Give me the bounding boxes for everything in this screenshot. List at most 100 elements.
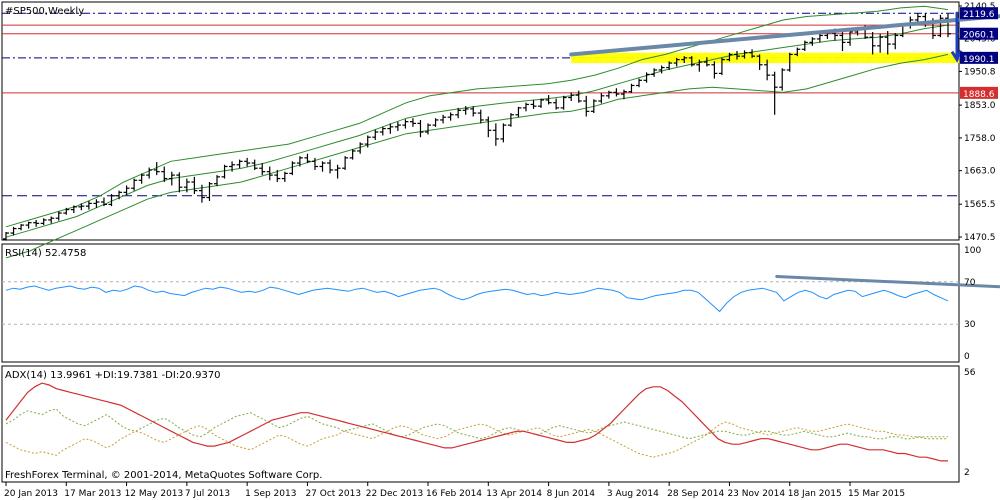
x-tick-label-2: 12 May 2013 [125,489,184,499]
ohlc-bar-90 [681,56,688,64]
ohlc-bar-27 [206,182,213,201]
ohlc-bar-67 [507,113,514,127]
price-label-bg-0 [960,7,998,20]
rsi-trendline [775,275,1000,289]
ohlc-bar-115 [869,32,876,55]
band-upper-line [5,5,949,228]
ohlc-bar-99 [749,49,756,58]
band-lower-line [5,53,949,259]
price-tick-label-7: 1470.5 [964,233,996,243]
ohlc-bar-33 [251,159,258,170]
ohlc-bar-124 [937,14,944,38]
ohlc-bar-98 [741,50,748,59]
ohlc-bar-72 [545,95,552,105]
ohlc-bar-108 [816,33,823,43]
price-tick-label-2: 1950.8 [964,67,996,77]
rsi-line [5,285,949,313]
ohlc-bar-56 [425,123,432,135]
ohlc-bar-100 [756,54,763,70]
forecast-arrowhead [950,50,963,63]
ohlc-bar-71 [538,98,545,108]
x-tick-label-0: 20 Jan 2013 [4,489,58,499]
x-tick-label-1: 17 Mar 2013 [64,489,121,499]
ohlc-bar-103 [779,68,786,91]
rsi-panel-title: RSI(14) 52.4758 [5,248,86,259]
ohlc-bar-81 [613,88,620,97]
price-tick-label-0: 2140.5 [964,2,996,12]
ohlc-bar-95 [718,57,725,76]
ohlc-bar-28 [214,175,221,187]
rsi-tick-label-1: 70 [964,278,976,288]
ohlc-bar-93 [703,57,710,67]
ohlc-bar-53 [402,119,409,129]
ohlc-bar-31 [236,159,243,169]
ohlc-bar-80 [605,90,612,99]
ohlc-bar-24 [183,178,190,193]
ohlc-bar-118 [892,33,899,50]
ohlc-bar-34 [259,163,266,176]
ohlc-bar-62 [470,106,477,117]
ohlc-bar-96 [726,52,733,62]
x-tick-label-5: 27 Oct 2013 [305,489,361,499]
ohlc-bar-49 [372,129,379,140]
ohlc-bar-47 [357,142,364,154]
ohlc-bar-37 [281,171,288,183]
ohlc-bar-104 [786,52,793,72]
ohlc-bar-105 [794,47,801,57]
ohlc-bar-75 [568,92,575,101]
x-tick-label-3: 7 Jul 2013 [185,489,230,499]
ohlc-bar-65 [492,123,499,146]
rsi-tick-label-0: 100 [964,246,981,256]
ohlc-bar-6 [48,216,55,224]
ohlc-bar-4 [33,219,40,227]
ohlc-bar-44 [334,164,341,179]
ohlc-bar-21 [161,166,168,183]
ohlc-bar-16 [123,185,130,196]
ohlc-bar-52 [394,121,401,131]
adx-di-minus-line [5,421,948,458]
ohlc-bar-35 [266,166,273,181]
ohlc-bar-38 [289,161,296,176]
rsi-panel [1,243,960,363]
ohlc-bar-76 [575,90,582,103]
adx-panel [1,365,960,483]
x-tick-label-4: 1 Sep 2013 [245,489,296,499]
price-tick-label-4: 1758.0 [964,134,996,144]
x-tick-label-9: 8 Jun 2014 [547,489,596,499]
ohlc-bar-73 [553,98,560,110]
x-tick-label-6: 22 Dec 2013 [366,489,424,499]
ohlc-bar-74 [560,95,567,110]
price-tick-label-3: 1853.0 [964,101,996,111]
ohlc-bar-117 [884,30,891,55]
ohlc-bar-11 [85,200,92,210]
price-label-1: 2060.1 [963,31,995,41]
ohlc-bar-36 [274,169,281,183]
ohlc-bar-12 [93,199,100,208]
x-tick-label-14: 15 Mar 2015 [848,489,905,499]
ohlc-bar-41 [311,157,318,170]
rsi-tick-label-3: 0 [964,352,970,362]
ohlc-bar-5 [40,218,47,226]
ohlc-bar-70 [530,99,537,109]
ohlc-bar-58 [440,114,447,124]
ohlc-bar-125 [945,13,951,38]
ohlc-bar-46 [349,149,356,160]
price-label-0: 2119.6 [963,10,995,20]
ohlc-bar-64 [485,116,492,138]
ohlc-bar-26 [198,184,205,203]
x-tick-label-7: 16 Feb 2014 [426,489,482,499]
ohlc-bar-55 [417,119,424,138]
band-middle-line [5,24,949,238]
ohlc-bar-43 [327,159,334,174]
ohlc-bar-83 [628,83,635,94]
ohlc-bar-82 [620,89,627,100]
ohlc-bar-40 [304,153,311,164]
ohlc-bar-18 [138,173,145,184]
price-tick-label-6: 1565.5 [964,200,996,210]
ohlc-bar-116 [877,33,884,53]
ohlc-bar-54 [409,118,416,127]
ohlc-bar-15 [116,190,123,200]
ohlc-bar-3 [25,221,32,229]
ohlc-bar-57 [432,118,439,127]
